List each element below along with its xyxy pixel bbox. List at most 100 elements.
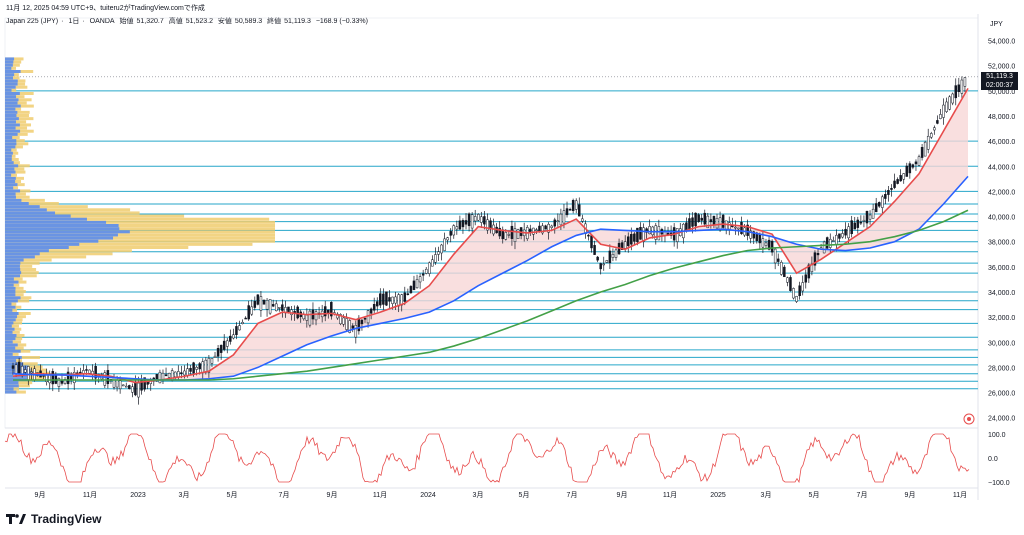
change-value: −168.9 (−0.33%) [315, 18, 368, 25]
oscillator-tick-label: 0.0 [988, 456, 998, 463]
candle-body [571, 200, 575, 212]
volume-profile-bar [5, 170, 16, 174]
candle-body [201, 361, 205, 374]
tradingview-logo-icon [6, 514, 26, 524]
candle-body [137, 382, 140, 398]
candle-body [538, 225, 541, 232]
volume-profile-bar [5, 85, 16, 89]
candle-body [942, 104, 945, 118]
candle-body [372, 304, 376, 311]
volume-profile-bar [5, 208, 131, 212]
volume-profile-bar [5, 202, 59, 205]
volume-profile-bar [5, 57, 24, 61]
candle-body [259, 296, 263, 311]
candle-body [262, 299, 266, 305]
candle-body [464, 220, 468, 225]
volume-profile-bar [5, 230, 130, 234]
candle-body [721, 214, 725, 228]
volume-profile-bar [5, 233, 275, 237]
candle-body [513, 228, 517, 242]
candle-body [115, 379, 119, 388]
candle-body [685, 222, 688, 231]
volume-profile-bar [5, 249, 132, 253]
candle-body [581, 218, 584, 222]
candle-body [143, 377, 146, 390]
symbol-name[interactable]: Japan 225 (JPY) [6, 18, 59, 25]
candle-body [434, 254, 437, 263]
candle-body [131, 386, 134, 393]
volume-profile-bar [5, 271, 39, 275]
candle-body [544, 225, 547, 230]
interval[interactable]: 1日 [68, 18, 80, 25]
candle-body [914, 161, 918, 165]
candle-body [590, 235, 593, 249]
long-ma-line [13, 209, 969, 381]
candle-body [418, 276, 422, 283]
time-tick-label: 11月 [83, 491, 97, 499]
candle-body [180, 372, 183, 374]
volume-profile-bar [5, 180, 16, 183]
time-tick-label: 11月 [953, 491, 967, 499]
price-tick-label: 28,000.0 [988, 365, 1015, 372]
candle-body [853, 222, 856, 230]
candle-body [703, 212, 707, 225]
candle-body [908, 163, 912, 174]
candle-body [504, 232, 508, 240]
volume-profile-bar [5, 381, 19, 385]
volume-profile-bar [5, 321, 14, 325]
candle-body [323, 306, 327, 317]
candle-body [232, 334, 235, 339]
volume-profile-bar [5, 220, 275, 224]
volume-profile-bar [5, 340, 13, 344]
volume-profile-bar [5, 274, 37, 278]
price-tick-label: 26,000.0 [988, 391, 1015, 398]
candle-body [899, 175, 902, 182]
volume-profile-bar [5, 154, 12, 158]
candle-body [917, 156, 921, 166]
tradingview-logo[interactable]: TradingView [6, 510, 101, 528]
volume-profile-bar [5, 302, 12, 306]
volume-profile-bar [5, 337, 16, 341]
volume-profile-bar [5, 88, 12, 92]
volume-profile-bar [5, 129, 21, 133]
candle-body [877, 202, 881, 207]
candle-body [550, 225, 553, 228]
candle-body [265, 300, 269, 310]
volume-profile-bar [5, 95, 17, 99]
candle-body [715, 218, 719, 229]
candle-body [382, 293, 385, 305]
candle-body [841, 233, 844, 238]
candle-body [639, 227, 642, 240]
candle-body [406, 293, 410, 295]
close-value: 51,119.3 [284, 18, 311, 25]
candle-body [173, 371, 177, 378]
volume-profile-bar [5, 227, 120, 231]
alert-icon[interactable] [963, 413, 975, 425]
candle-body [268, 299, 272, 314]
candle-body [939, 114, 942, 119]
chart-header: 11月 12, 2025 04:59 UTC+9、tuiteru2がTradin… [6, 5, 205, 12]
candle-body [957, 84, 961, 92]
candle-body [235, 326, 238, 335]
candle-body [449, 231, 452, 236]
candle-body [164, 374, 168, 377]
candle-body [278, 307, 281, 309]
short-ma-line [12, 87, 969, 384]
volume-profile-bar [5, 236, 275, 240]
volume-profile-bar [5, 189, 21, 193]
volume-profile-bar [5, 258, 52, 262]
candle-body [832, 240, 835, 242]
candle-body [587, 234, 590, 237]
candle-body [250, 306, 253, 315]
candle-body [443, 238, 446, 251]
current-price: 51,119.3 [986, 73, 1013, 80]
candle-body [397, 294, 400, 307]
candle-body [477, 214, 480, 221]
open-value: 51,320.7 [136, 18, 164, 25]
volume-profile-bar [5, 277, 14, 281]
candle-body [244, 317, 247, 320]
volume-profile-bar [5, 164, 19, 168]
candle-body [357, 317, 361, 332]
volume-profile-bar [5, 346, 16, 350]
